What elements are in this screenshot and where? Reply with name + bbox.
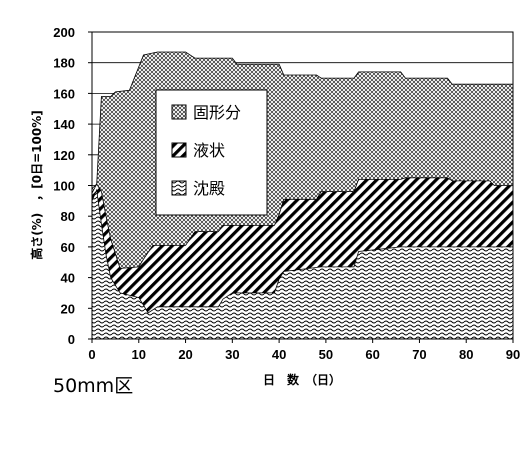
y-tick-label: 140 [53, 117, 75, 132]
area-wavy [91, 188, 514, 340]
legend-label: 固形分 [193, 103, 241, 122]
y-axis-title: 高さ(%) ，[0日=100%] [29, 110, 44, 259]
y-tick-label: 0 [68, 332, 75, 347]
legend-label: 沈殿 [193, 179, 225, 198]
y-tick-label: 20 [61, 301, 75, 316]
x-axis-title: 日 数 （日） [263, 372, 341, 387]
panel-label: 50mm区 [53, 375, 133, 397]
legend-label: 液状 [193, 141, 225, 160]
legend-swatch-crosshatch [171, 104, 187, 120]
legend-swatch-diagonal [171, 142, 187, 158]
x-tick-label: 0 [88, 347, 95, 362]
x-axis: 0 10 20 30 40 50 60 70 80 90 [88, 339, 520, 362]
legend-swatch-wavy [171, 180, 187, 196]
y-tick-label: 60 [61, 240, 75, 255]
y-tick-label: 160 [53, 86, 75, 101]
y-tick-label: 40 [61, 271, 75, 286]
y-tick-label: 180 [53, 56, 75, 71]
y-tick-label: 200 [53, 25, 75, 40]
x-tick-label: 10 [132, 347, 146, 362]
x-tick-label: 20 [178, 347, 192, 362]
x-tick-label: 90 [506, 347, 520, 362]
x-tick-label: 40 [272, 347, 286, 362]
x-tick-label: 70 [412, 347, 426, 362]
plot-area [91, 31, 514, 340]
series-layer [91, 51, 514, 340]
x-tick-label: 80 [459, 347, 473, 362]
y-tick-label: 100 [53, 179, 75, 194]
y-axis: 0 20 40 60 80 100 120 140 160 180 200 [53, 25, 92, 347]
x-tick-label: 30 [225, 347, 239, 362]
x-tick-label: 50 [319, 347, 333, 362]
y-tick-label: 120 [53, 148, 75, 163]
y-tick-label: 80 [61, 209, 75, 224]
x-tick-label: 60 [365, 347, 379, 362]
